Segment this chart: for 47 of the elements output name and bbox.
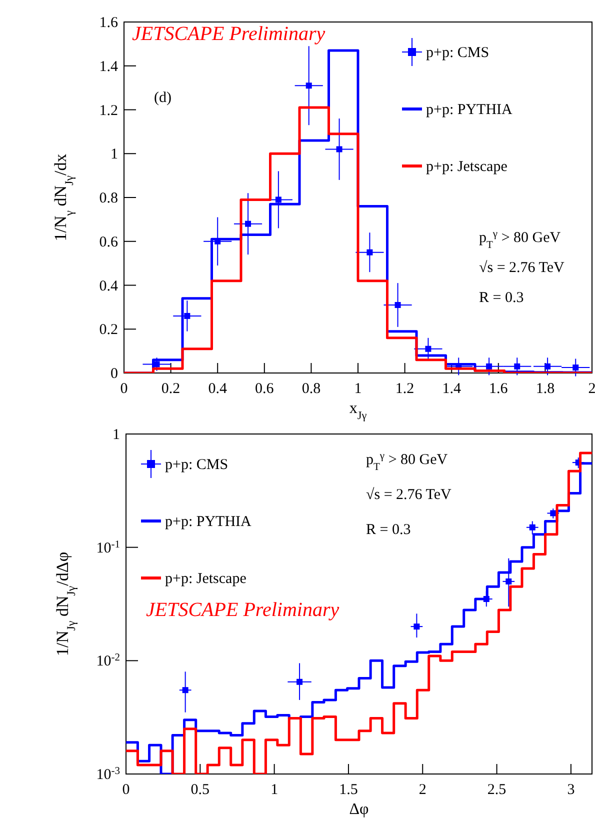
- y-tick-label: 0.4: [99, 278, 118, 294]
- annotation: p$_{T}$$^{γ}$ > 80 GeV: [366, 450, 448, 472]
- x-tick-label: 1.4: [442, 381, 462, 397]
- x-tick-label: 1.2: [395, 381, 414, 397]
- legend-label: p+p: CMS: [426, 45, 490, 61]
- y-tick-label: 1: [112, 427, 120, 443]
- y-tick-label: 10$^{-3}$: [96, 766, 120, 783]
- y-tick-label: 0.8: [99, 190, 118, 206]
- legend-label: p+p: PYTHIA: [426, 102, 513, 118]
- x-axis-title: Δφ: [349, 801, 369, 818]
- y-tick-label: 1: [110, 146, 118, 163]
- annotation: R = 0.3: [479, 290, 524, 306]
- y-tick-label: 1.2: [99, 102, 118, 119]
- x-tick-label: 0.5: [190, 782, 210, 798]
- x-tick-label: 3: [567, 782, 575, 798]
- legend-label: p+p: Jetscape: [426, 159, 508, 175]
- x-tick-label: 2: [418, 782, 426, 798]
- x-tick-label: 1.6: [489, 381, 508, 397]
- annotation: (d): [154, 90, 172, 106]
- annotation: √s = 2.76 TeV: [479, 260, 565, 276]
- x-tick-label: 0.6: [255, 381, 274, 397]
- y-tick-label: 1.6: [99, 15, 118, 31]
- x-tick-label: 1: [354, 381, 362, 397]
- x-tick-label: 1.5: [339, 782, 358, 798]
- legend-label: p+p: PYTHIA: [165, 514, 252, 530]
- y-tick-label: 1.4: [99, 58, 118, 75]
- annotation: p$_{T}$$^{γ}$ > 80 GeV: [479, 228, 561, 250]
- y-tick-label: 10$^{-1}$: [96, 538, 120, 556]
- x-tick-label: 0.4: [208, 381, 228, 397]
- y-tick-label: 0: [110, 366, 118, 382]
- x-tick-label: 2.5: [487, 782, 506, 798]
- x-tick-label: 0.2: [161, 381, 180, 397]
- y-tick-label: 0.6: [99, 234, 118, 250]
- x-tick-label: 2: [588, 381, 595, 397]
- legend-label: p+p: Jetscape: [165, 571, 247, 587]
- annotation: JETSCAPE Preliminary: [146, 599, 340, 621]
- y-tick-label: 10$^{-2}$: [96, 652, 120, 670]
- y-tick-label: 0.2: [99, 322, 118, 338]
- legend-label: p+p: CMS: [165, 457, 228, 473]
- x-tick-label: 1.8: [536, 381, 555, 397]
- x-axis-title: x$_{Jγ}$: [349, 400, 367, 422]
- x-tick-label: 0.8: [302, 381, 321, 397]
- x-tick-label: 0: [122, 782, 130, 798]
- annotation: R = 0.3: [366, 522, 411, 538]
- x-tick-label: 1: [270, 782, 278, 798]
- annotation: √s = 2.76 TeV: [366, 487, 452, 503]
- annotation: JETSCAPE Preliminary: [132, 23, 326, 45]
